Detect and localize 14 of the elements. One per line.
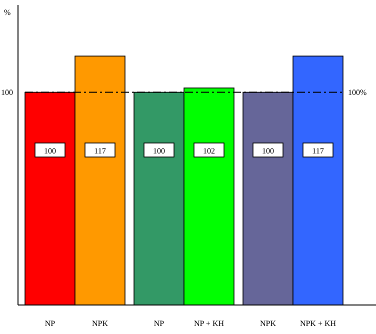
data-label: 100 (153, 146, 165, 156)
data-label: 100 (44, 146, 56, 156)
x-tick-label: NP (44, 319, 56, 328)
x-tick-label: NPK + KH (300, 319, 336, 328)
x-tick-label: NPK (260, 319, 276, 328)
x-tick-label: NPK (92, 319, 108, 328)
data-label: 102 (203, 146, 215, 156)
data-label: 100 (262, 146, 274, 156)
ref-line-label: 100% (348, 88, 367, 98)
data-label: 117 (312, 146, 324, 156)
x-tick-label: NP + KH (194, 319, 224, 328)
x-tick-label: NP (154, 319, 165, 328)
y-axis-title: % (4, 8, 11, 17)
data-label: 117 (94, 146, 106, 156)
